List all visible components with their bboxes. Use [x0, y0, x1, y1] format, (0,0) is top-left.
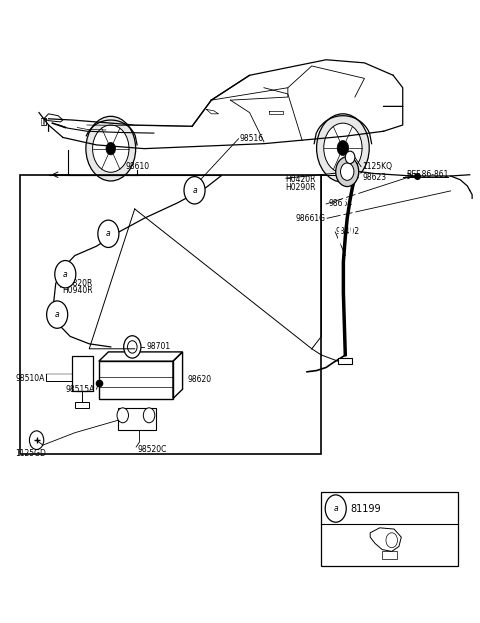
Text: 81199: 81199: [350, 503, 381, 513]
Circle shape: [144, 408, 155, 423]
Text: H0940R: H0940R: [62, 287, 93, 295]
Text: 98515A: 98515A: [65, 384, 95, 394]
Circle shape: [337, 141, 348, 156]
Text: 1125KQ: 1125KQ: [362, 162, 392, 171]
Circle shape: [325, 495, 346, 522]
Text: H0290R: H0290R: [286, 183, 316, 192]
Text: 98661G: 98661G: [295, 214, 325, 223]
Text: 98610: 98610: [125, 162, 149, 171]
Text: 98516: 98516: [239, 134, 263, 143]
Text: H0820R: H0820R: [62, 279, 92, 288]
Text: a: a: [106, 229, 111, 239]
Text: a: a: [63, 270, 68, 278]
Circle shape: [345, 151, 355, 164]
Bar: [322, 492, 458, 566]
Circle shape: [340, 163, 354, 180]
Text: 98620: 98620: [187, 376, 212, 384]
Polygon shape: [338, 358, 352, 364]
Circle shape: [336, 157, 359, 186]
Circle shape: [98, 220, 119, 247]
Circle shape: [55, 260, 76, 288]
Text: 1125GD: 1125GD: [15, 449, 46, 458]
Circle shape: [47, 301, 68, 328]
Text: 98664: 98664: [328, 199, 353, 209]
Text: 98520C: 98520C: [137, 445, 167, 454]
Text: REF.86-861: REF.86-861: [406, 170, 448, 179]
Circle shape: [124, 336, 141, 358]
Circle shape: [117, 408, 129, 423]
Circle shape: [93, 125, 129, 172]
Text: 98402: 98402: [336, 227, 360, 237]
Circle shape: [29, 431, 44, 450]
Text: a: a: [334, 504, 338, 513]
Text: a: a: [192, 186, 197, 195]
Bar: [72, 356, 93, 391]
Circle shape: [86, 117, 136, 181]
Text: 98701: 98701: [147, 343, 171, 351]
Circle shape: [184, 176, 205, 204]
Bar: [20, 174, 322, 454]
Text: a: a: [55, 310, 60, 319]
Circle shape: [106, 143, 116, 155]
Text: 98510A: 98510A: [15, 374, 45, 383]
Circle shape: [317, 114, 369, 182]
Text: 98623: 98623: [362, 173, 386, 183]
Circle shape: [324, 123, 362, 173]
Bar: [382, 551, 396, 559]
Text: H0420R: H0420R: [286, 175, 316, 184]
